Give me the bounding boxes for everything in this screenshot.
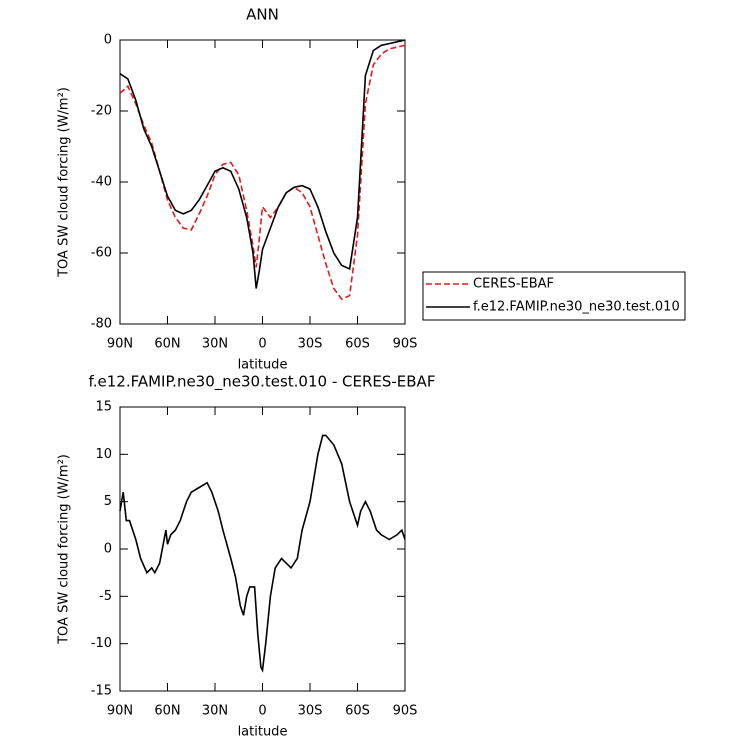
x-tick-label: 30S [298,337,323,352]
x-tick-label: 60N [154,704,180,719]
x-tick-label: 60S [345,704,370,719]
y-tick-label: -60 [91,246,112,261]
x-tick-label: 30N [202,337,228,352]
legend-label: f.e12.FAMIP.ne30_ne30.test.010 [473,300,680,315]
y-tick-label: 0 [104,33,112,48]
x-tick-label: 0 [258,704,266,719]
y-tick-label: 10 [95,447,112,462]
chart-title: f.e12.FAMIP.ne30_ne30.test.010 - CERES-E… [89,373,436,392]
x-axis-label: latitude [238,725,288,740]
x-axis-label: latitude [238,358,288,373]
y-tick-label: -80 [91,317,112,332]
y-tick-label: 15 [95,400,112,415]
y-tick-label: 5 [104,494,112,509]
x-tick-label: 90S [393,704,418,719]
x-tick-label: 60N [154,337,180,352]
x-tick-label: 30N [202,704,228,719]
y-tick-label: -15 [91,684,112,699]
x-tick-label: 90N [107,704,133,719]
x-tick-label: 60S [345,337,370,352]
y-tick-label: -10 [91,636,112,651]
x-tick-label: 30S [298,704,323,719]
x-tick-label: 90S [393,337,418,352]
x-tick-label: 90N [107,337,133,352]
y-axis-label: TOA SW cloud forcing (W/m²) [57,87,72,278]
y-tick-label: 0 [104,542,112,557]
y-tick-label: -40 [91,175,112,190]
x-tick-label: 0 [258,337,266,352]
y-tick-label: -20 [91,104,112,119]
legend-label: CERES-EBAF [473,277,554,292]
data-line [119,39,406,289]
legend-box [422,271,686,321]
data-line [119,434,406,673]
y-axis-label: TOA SW cloud forcing (W/m²) [57,454,72,645]
chart-title: ANN [246,6,279,24]
data-line [119,44,406,301]
y-tick-label: -5 [99,589,112,604]
